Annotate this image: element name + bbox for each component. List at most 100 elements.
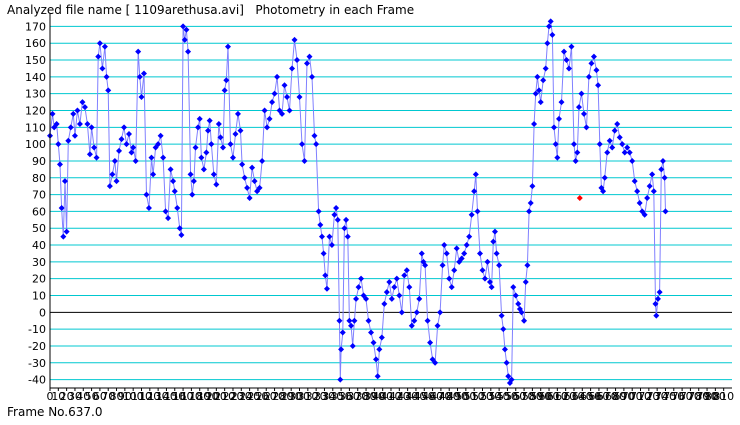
data-point [160, 154, 167, 161]
data-point [413, 309, 420, 316]
data-point [481, 275, 488, 282]
data-point [443, 250, 450, 257]
data-point [123, 141, 130, 148]
plot-axes [49, 14, 732, 389]
data-point [251, 178, 258, 185]
data-point [346, 317, 353, 324]
data-point [308, 73, 315, 80]
x-tick-label: 370 [347, 390, 368, 403]
y-tick-label: 20 [32, 273, 46, 286]
data-point [551, 124, 558, 131]
y-tick-label: -10 [28, 323, 46, 336]
data-point [624, 144, 631, 151]
data-point [86, 151, 93, 158]
data-point [427, 339, 434, 346]
data-point [472, 171, 479, 178]
data-point [512, 292, 519, 299]
data-point [411, 317, 418, 324]
y-tick-label: 140 [25, 71, 46, 84]
x-tick-label: 360 [339, 390, 360, 403]
y-tick-label: 60 [32, 205, 46, 218]
data-point [432, 359, 439, 366]
data-point [157, 132, 164, 139]
data-point [291, 36, 298, 43]
data-point [145, 205, 152, 212]
x-tick-label: 580 [522, 390, 543, 403]
data-point [343, 216, 350, 223]
grid-lines [50, 25, 732, 381]
data-point [537, 99, 544, 106]
x-tick-label: 60 [93, 390, 107, 403]
data-point [363, 295, 370, 302]
data-point [261, 107, 268, 114]
x-tick-label: 540 [489, 390, 510, 403]
data-point [311, 132, 318, 139]
data-point [313, 141, 320, 148]
data-point [552, 141, 559, 148]
x-tick-label: 730 [647, 390, 668, 403]
data-point [558, 99, 565, 106]
x-tick-label: 0 [47, 390, 54, 403]
data-point [338, 346, 345, 353]
data-point [289, 65, 296, 72]
data-point [306, 53, 313, 60]
data-point [652, 300, 659, 307]
data-point [333, 205, 340, 212]
data-point [229, 154, 236, 161]
data-point [105, 87, 112, 94]
x-tick-label: 750 [663, 390, 684, 403]
data-point [79, 99, 86, 106]
data-point [471, 188, 478, 195]
data-point [403, 267, 410, 274]
highlight-point [576, 194, 583, 201]
x-tick-label: 510 [464, 390, 485, 403]
x-tick-label: 220 [222, 390, 243, 403]
data-point [600, 188, 607, 195]
data-point [490, 238, 497, 245]
data-point [388, 295, 395, 302]
data-point [529, 183, 536, 190]
x-tick-label: 620 [555, 390, 576, 403]
data-point [659, 157, 666, 164]
data-point [221, 87, 228, 94]
data-point [501, 346, 508, 353]
data-point [588, 60, 595, 67]
data-point [531, 120, 538, 127]
data-point [560, 48, 567, 55]
data-point [461, 250, 468, 257]
y-tick-label: 120 [25, 105, 46, 118]
data-point [488, 284, 495, 291]
data-point [466, 233, 473, 240]
data-point [322, 272, 329, 279]
data-point [365, 317, 372, 324]
data-point [223, 77, 230, 84]
data-point [136, 73, 143, 80]
data-point [641, 211, 648, 218]
x-tick-label: 650 [580, 390, 601, 403]
x-tick-label: 160 [173, 390, 194, 403]
data-point [556, 115, 563, 122]
x-tick-label: 110 [131, 390, 152, 403]
data-point [505, 373, 512, 380]
x-tick-label: 530 [480, 390, 501, 403]
x-tick-label: 550 [497, 390, 518, 403]
data-point [554, 154, 561, 161]
data-point [244, 184, 251, 191]
data-point [165, 215, 172, 222]
data-point [348, 322, 355, 329]
data-point [344, 233, 351, 240]
data-point [376, 346, 383, 353]
data-point [658, 166, 665, 173]
data-point [629, 157, 636, 164]
x-tick-label: 480 [439, 390, 460, 403]
data-point [185, 48, 192, 55]
y-tick-label: -40 [28, 374, 46, 387]
data-point [53, 120, 60, 127]
data-point [190, 178, 197, 185]
data-point [109, 171, 116, 178]
data-point [234, 110, 241, 117]
x-tick-label: 430 [397, 390, 418, 403]
data-point [162, 208, 169, 215]
data-point [286, 107, 293, 114]
data-point [219, 144, 226, 151]
